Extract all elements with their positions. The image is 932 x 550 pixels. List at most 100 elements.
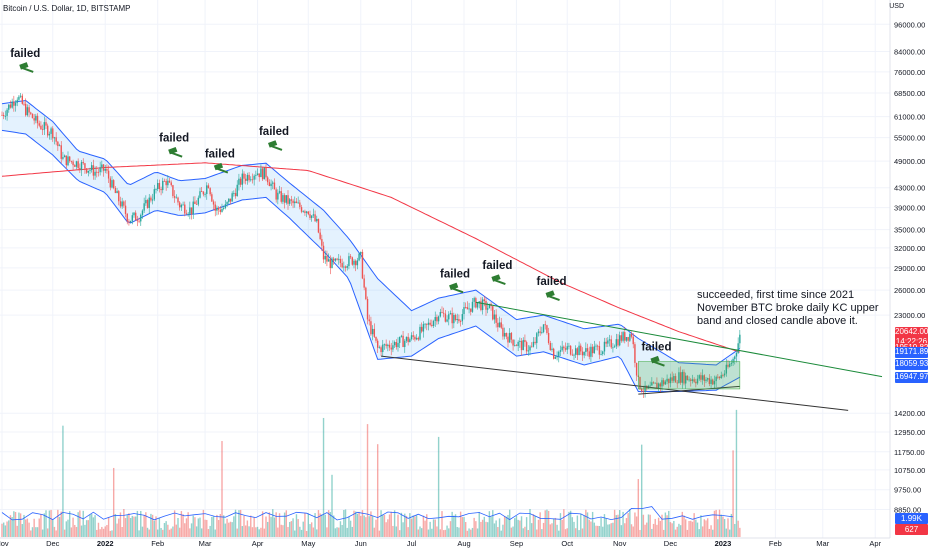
volume-bar: [424, 520, 426, 537]
volume-bar: [552, 518, 555, 537]
candle-body: [376, 340, 379, 348]
gavel-head: [213, 162, 224, 171]
volume-bar: [41, 529, 44, 537]
volume-bar: [253, 517, 255, 537]
moving-average-line: [1, 162, 740, 353]
volume-bar: [300, 529, 303, 537]
volume-bar: [134, 516, 137, 537]
volume-bar: [542, 522, 545, 537]
volume-bar: [441, 511, 443, 537]
candle-body: [532, 341, 535, 347]
candle-body: [514, 345, 516, 347]
candle-body: [178, 202, 181, 208]
candle-body: [146, 200, 149, 208]
volume-bar: [55, 530, 57, 537]
candle-body: [8, 104, 10, 110]
volume-bar: [74, 524, 76, 537]
candle-body: [686, 375, 689, 381]
volume-bar: [380, 510, 382, 537]
candle-body: [63, 155, 66, 158]
candle-body: [431, 324, 433, 326]
candle-body: [339, 258, 342, 264]
candle-body: [398, 336, 401, 343]
candle-body: [228, 198, 230, 202]
candle-body: [60, 145, 62, 159]
volume-bar: [173, 510, 176, 537]
volume-bar: [231, 522, 233, 537]
volume-bar: [581, 528, 584, 537]
volume-bar: [248, 526, 250, 537]
candle-body: [510, 332, 513, 340]
candle-body: [404, 340, 406, 348]
candle-body: [101, 164, 103, 168]
candle-body: [26, 107, 29, 116]
volume-bar: [578, 530, 580, 537]
time-axis[interactable]: Nov Dec 2022 Feb Mar Apr May Jun Jul Aug Sep Oct Nov…: [0, 537, 890, 548]
volume-bar: [273, 517, 276, 537]
volume-bar: [102, 528, 105, 537]
gavel-handle: [451, 287, 464, 294]
candle-body: [654, 382, 656, 384]
volume-bar: [214, 529, 216, 537]
volume-bar: [613, 509, 616, 537]
candle-body: [527, 350, 530, 352]
candle-body: [495, 314, 497, 323]
drawings[interactable]: [381, 301, 883, 411]
volume-bar: [190, 523, 193, 537]
candle-body: [79, 168, 81, 171]
volume-bar: [713, 510, 716, 537]
candle-body: [2, 115, 5, 116]
candle-body: [566, 346, 568, 350]
volume-bar: [200, 528, 203, 537]
candle-body: [316, 218, 318, 222]
candle-body: [595, 345, 597, 347]
candle-body: [387, 344, 389, 347]
candle-body: [426, 323, 428, 325]
candle-body: [195, 203, 198, 205]
candle-body: [561, 346, 563, 351]
candle-body: [683, 371, 685, 384]
price-axis[interactable]: 96000.00 84000.00 76000.00 68500.00 61000.00…: [889, 0, 932, 550]
gavel-handle: [270, 145, 283, 151]
time-tick-label: Mar: [199, 539, 212, 548]
candle-body: [160, 189, 162, 191]
volume-bar: [598, 526, 601, 537]
candle-body: [145, 200, 147, 204]
volume-bar: [493, 523, 496, 537]
time-tick-label: Oct: [561, 539, 574, 548]
gavel-handle: [548, 295, 560, 302]
volume-bar: [722, 516, 724, 537]
volume-bar: [234, 509, 237, 537]
candle-body: [493, 314, 496, 320]
candle-body: [590, 346, 592, 357]
candle-body: [612, 347, 614, 349]
candle-body: [674, 376, 677, 383]
volume-bar: [659, 520, 662, 537]
volume-bar: [473, 517, 475, 537]
volume-bar: [500, 530, 502, 537]
volume-bar: [696, 522, 699, 537]
volume-bar: [426, 514, 428, 537]
volume-bar: [463, 517, 465, 537]
candle-body: [407, 336, 409, 343]
volume-bar: [9, 515, 12, 537]
candle-body: [92, 165, 95, 176]
volume-bar: [459, 511, 462, 537]
candle-body: [713, 381, 716, 385]
volume-bar: [261, 511, 264, 537]
candle-body: [629, 334, 631, 341]
candle-body: [206, 185, 208, 194]
volume-bar: [295, 514, 298, 537]
volume-bar: [322, 417, 325, 537]
candle-body: [294, 201, 296, 204]
candle-body: [189, 207, 191, 214]
volume-bar: [316, 529, 318, 537]
volume-bar: [732, 450, 734, 537]
candle-body: [87, 170, 90, 173]
volume-bar: [605, 518, 607, 537]
candle-body: [478, 301, 480, 303]
price-tick-label: 76000.00: [894, 68, 925, 77]
candle-body: [585, 348, 587, 353]
volume-bar: [635, 516, 638, 537]
